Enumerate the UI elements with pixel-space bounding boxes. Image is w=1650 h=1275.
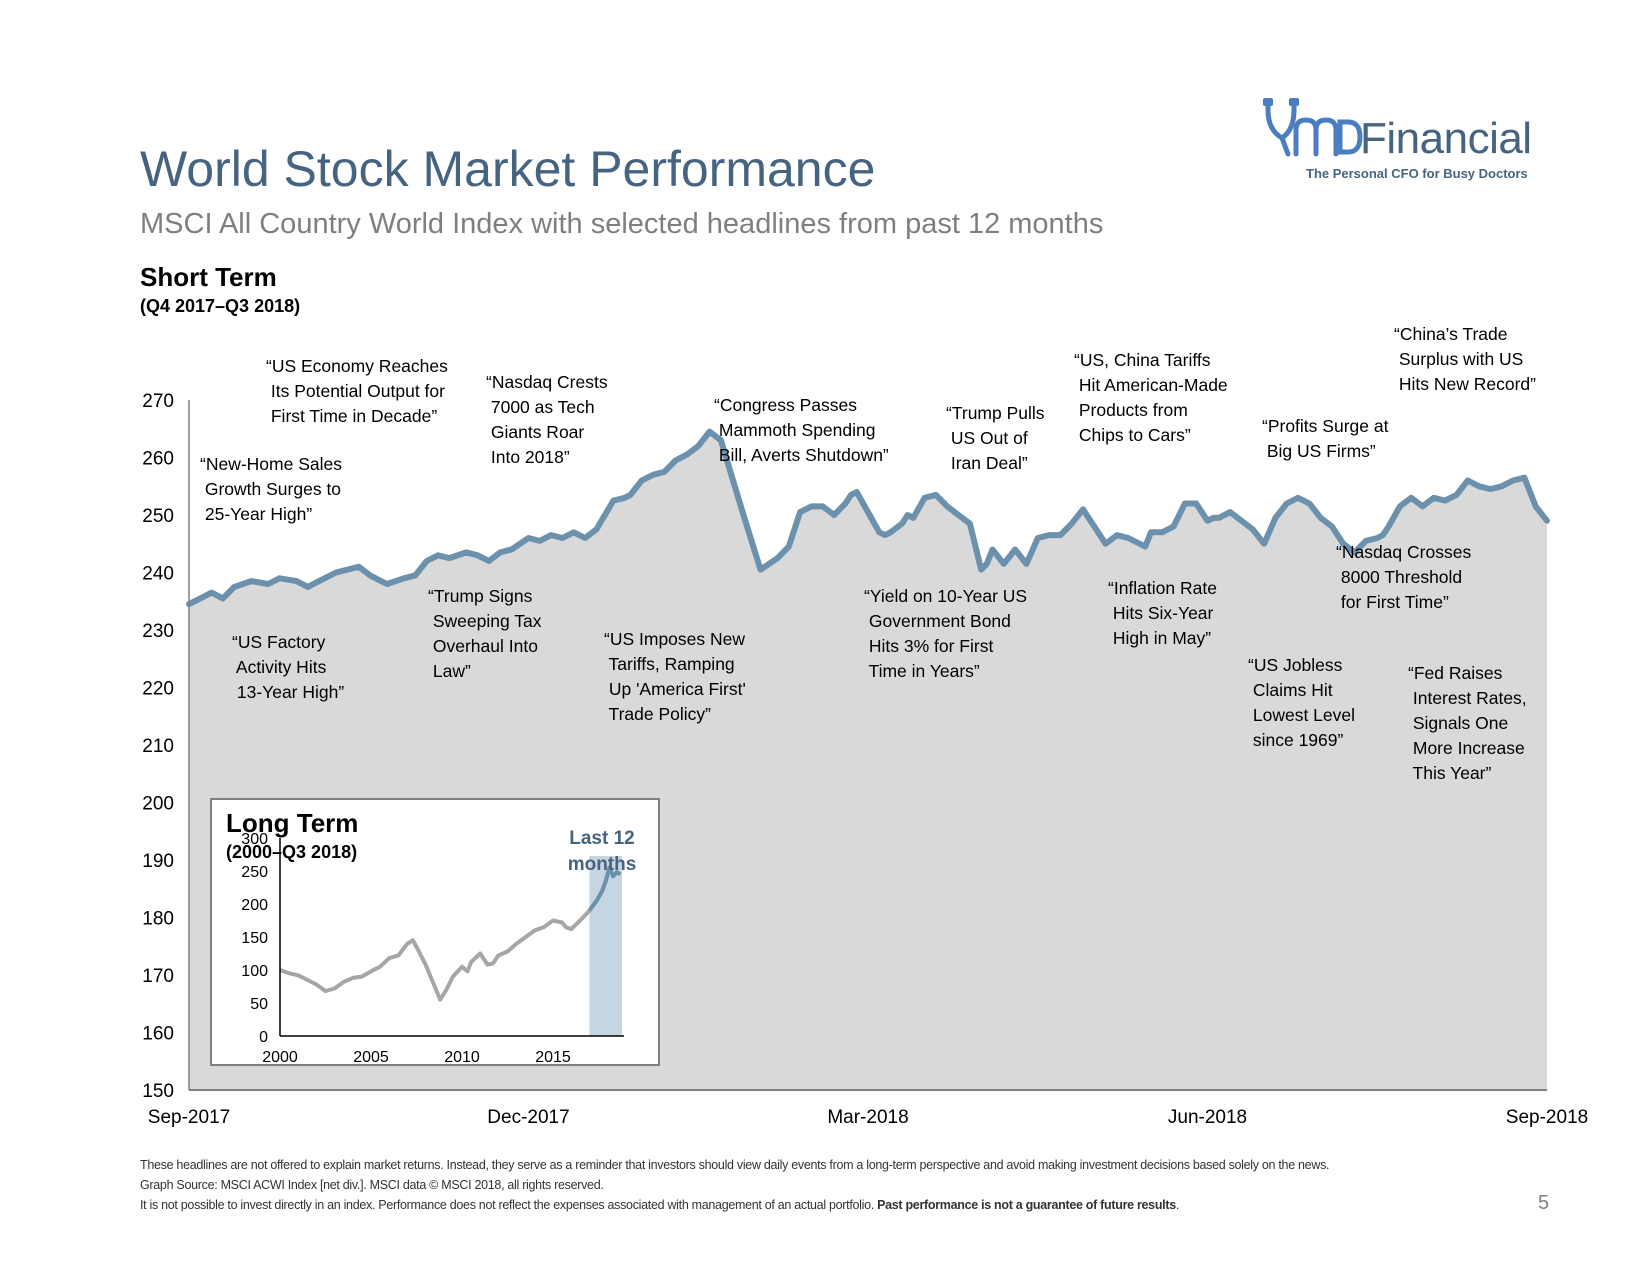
headline-new-home-sales: “New-Home Sales Growth Surges to 25-Year… — [200, 454, 342, 524]
inset-y-tick-label: 200 — [241, 897, 268, 914]
long-term-range: (2000–Q3 2018) — [226, 842, 358, 862]
y-tick-label: 160 — [142, 1024, 174, 1045]
y-tick-label: 240 — [142, 564, 174, 585]
x-tick-label: Mar-2018 — [827, 1107, 908, 1128]
footer-performance-bold: Past performance is not a guarantee of f… — [877, 1198, 1176, 1212]
inset-y-tick-label: 250 — [241, 864, 268, 881]
headline-us-factory: “US Factory Activity Hits 13-Year High” — [232, 632, 345, 702]
long-term-label: Long Term — [226, 808, 359, 838]
long-term-line-chart: 0 50 100 150 200 250 300 2000 2005 2010 2015 — [241, 831, 624, 1064]
inset-y-tick-label: 0 — [259, 1029, 268, 1046]
short-term-range: (Q4 2017–Q3 2018) — [140, 296, 301, 316]
y-tick-label: 180 — [142, 909, 174, 930]
y-tick-label: 190 — [142, 851, 174, 872]
logo-tagline: The Personal CFO for Busy Doctors — [1306, 166, 1528, 181]
headline-china-trade-surplus: “China’s Trade Surplus with US Hits New … — [1394, 324, 1536, 394]
long-term-line — [279, 865, 622, 1002]
x-tick-label: Sep-2017 — [148, 1107, 230, 1128]
logo-wordmark: Financial — [1360, 114, 1532, 163]
y-tick-label: 230 — [142, 621, 174, 642]
footer-source: Graph Source: MSCI ACWI Index [net div.]… — [140, 1178, 604, 1192]
page-number: 5 — [1538, 1192, 1550, 1214]
y-tick-label: 170 — [142, 966, 174, 987]
index-line — [186, 428, 1550, 608]
y-tick-label: 260 — [142, 449, 174, 470]
short-term-label: Short Term — [140, 262, 277, 292]
y-tick-label: 150 — [142, 1081, 174, 1102]
x-tick-label: Sep-2018 — [1506, 1107, 1588, 1128]
y-tick-label: 220 — [142, 679, 174, 700]
headline-inflation: “Inflation Rate Hits Six-Year High in Ma… — [1108, 578, 1217, 648]
x-tick-label: Jun-2018 — [1168, 1107, 1247, 1128]
inset-y-tick-label: 50 — [250, 996, 268, 1013]
headline-nasdaq-7000: “Nasdaq Crests 7000 as Tech Giants Roar … — [486, 372, 608, 467]
long-term-inset: 0 50 100 150 200 250 300 2000 2005 2010 2015 Long … — [210, 798, 660, 1066]
headline-us-tariffs: “US Imposes New Tariffs, Ramping Up 'Ame… — [604, 629, 746, 724]
headline-trump-tax: “Trump Signs Sweeping Tax Overhaul Into … — [428, 586, 542, 681]
headline-jobless-claims: “US Jobless Claims Hit Lowest Level sinc… — [1248, 655, 1356, 750]
footer-disclaimer: These headlines are not offered to expla… — [140, 1158, 1330, 1172]
inset-x-tick-label: 2000 — [262, 1049, 298, 1064]
footer-performance-end: . — [1175, 1198, 1180, 1212]
y-tick-label: 270 — [142, 391, 174, 412]
inset-x-tick-label: 2005 — [353, 1049, 389, 1064]
y-tick-label: 210 — [142, 736, 174, 757]
headline-us-economy: “US Economy Reaches Its Potential Output… — [266, 356, 448, 426]
footer-performance-note: It is not possible to invest directly in… — [140, 1198, 1179, 1212]
last-12-months-label: Last 12 months — [567, 828, 637, 875]
inset-x-tick-label: 2015 — [535, 1049, 571, 1064]
footer-performance-text: It is not possible to invest directly in… — [140, 1198, 878, 1212]
x-tick-label: Dec-2017 — [487, 1107, 569, 1128]
headline-profits-surge: “Profits Surge at Big US Firms” — [1262, 416, 1389, 461]
headline-china-tariffs: “US, China Tariffs Hit American-Made Pro… — [1074, 350, 1228, 445]
y-tick-label: 200 — [142, 794, 174, 815]
inset-y-tick-label: 300 — [241, 831, 268, 848]
inset-x-tick-label: 2010 — [444, 1049, 480, 1064]
y-tick-label: 250 — [142, 506, 174, 527]
headline-congress-spending: “Congress Passes Mammoth Spending Bill, … — [714, 395, 889, 465]
company-logo: Financial The Personal CFO for Busy Doct… — [1260, 96, 1550, 186]
stethoscope-icon — [1263, 98, 1363, 157]
inset-y-tick-label: 150 — [241, 930, 268, 947]
headline-iran-deal: “Trump Pulls US Out of Iran Deal” — [946, 403, 1045, 473]
headline-nasdaq-8000: “Nasdaq Crosses 8000 Threshold for First… — [1336, 542, 1472, 612]
inset-y-tick-label: 100 — [241, 963, 268, 980]
last-12-months-line — [587, 865, 622, 912]
headline-10-year-yield: “Yield on 10-Year US Government Bond Hit… — [864, 586, 1028, 681]
page-subtitle: MSCI All Country World Index with select… — [140, 208, 1104, 240]
page-title: World Stock Market Performance — [140, 141, 876, 197]
headline-fed-raises: “Fed Raises Interest Rates, Signals One … — [1408, 663, 1527, 783]
